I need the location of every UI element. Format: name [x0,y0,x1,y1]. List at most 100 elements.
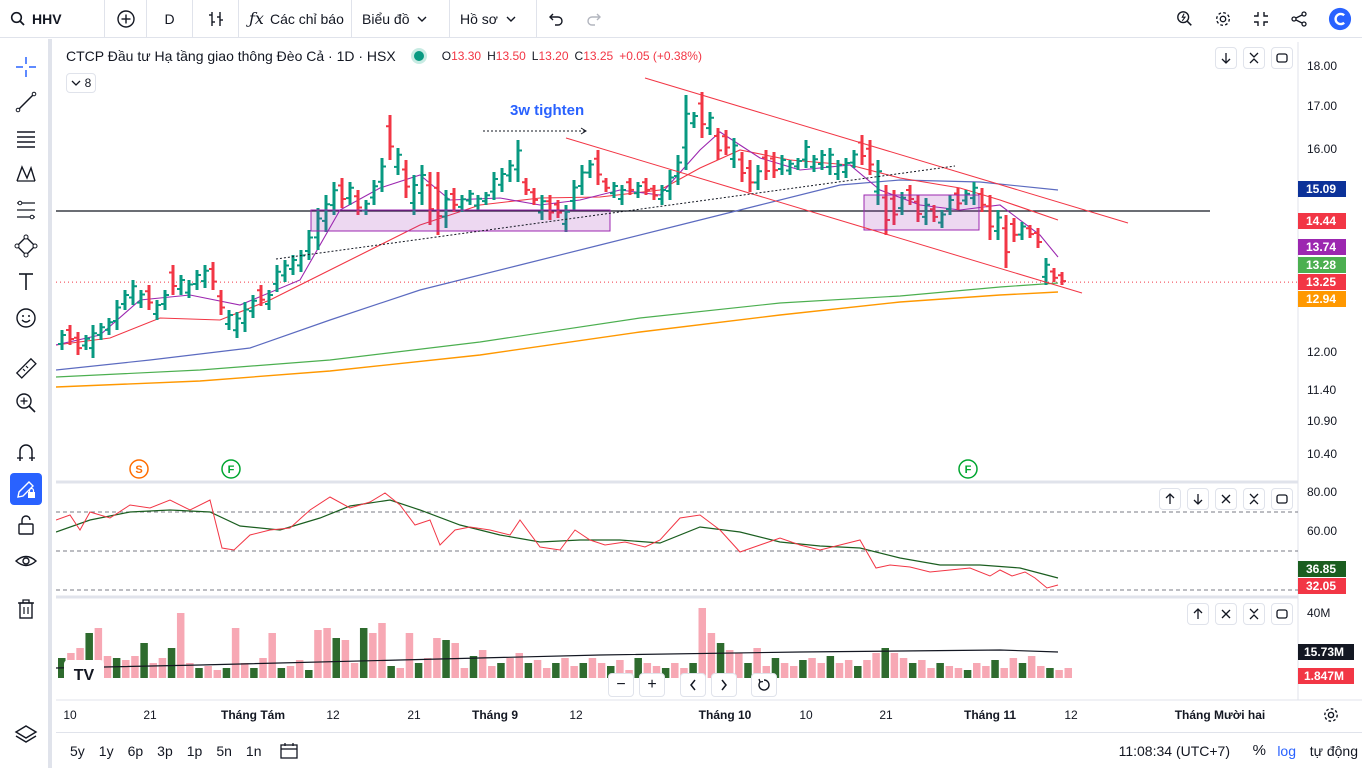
rsi-pane-controls [1159,488,1299,510]
profile-menu-button[interactable]: Hồ sơ [450,0,537,38]
arrow-down-icon [1221,53,1231,64]
axis-settings-button[interactable] [1322,706,1340,729]
shapes-tool[interactable] [10,230,42,262]
timeframe-1m[interactable]: 1p [186,742,203,759]
hide-drawings-tool[interactable] [10,545,42,577]
timeframe-5y[interactable]: 5y [70,742,85,759]
volume-restore-button[interactable] [1271,603,1293,625]
time-axis-label: 21 [879,708,893,722]
timeframe-6m[interactable]: 6p [127,742,144,759]
pane-restore-button[interactable] [1271,47,1293,69]
volume-bar [506,658,514,678]
remove-drawings-tool[interactable] [10,593,42,625]
redo-button[interactable] [575,0,613,38]
volume-bars [58,608,1072,678]
log-scale-toggle[interactable]: log [1277,742,1296,759]
volume-bar [854,666,862,678]
interval-button[interactable]: D [147,0,193,38]
consolidation-box-drawing [310,209,611,232]
price-badge [1298,257,1346,273]
volume-bar [469,656,478,678]
rsi-restore-button[interactable] [1271,488,1293,510]
zoom-out-button[interactable]: − [608,673,634,697]
text-tool[interactable] [10,266,42,298]
crosshair-tool[interactable] [10,51,42,83]
rsi-maximize-button[interactable] [1243,488,1265,510]
indicators-button[interactable]: ƒx Các chỉ báo [239,0,352,38]
volume-bar [332,638,340,678]
pencil-lock-icon [17,481,35,498]
plus-circle-icon [116,9,135,28]
chart-type-button[interactable] [193,0,239,38]
volume-bar [890,653,899,678]
volume-bar [698,608,706,678]
quick-search-button[interactable] [1166,0,1204,38]
rsi-move-up-button[interactable] [1159,488,1181,510]
undo-button[interactable] [537,0,575,38]
emoji-tool[interactable] [10,302,42,334]
volume-bar [451,643,459,678]
object-tree-button[interactable] [10,719,42,751]
clock-timezone[interactable]: 11:08:34 (UTC+7) [1118,742,1230,759]
percent-scale-toggle[interactable]: % [1252,742,1266,759]
pane-maximize-button[interactable] [1243,47,1265,69]
trend-line-tool[interactable] [10,86,42,118]
legend-collapse-button[interactable]: 8 [66,73,96,93]
zoom-in-tool[interactable] [10,387,42,419]
measure-tool[interactable] [10,352,42,384]
ma-100-line [56,282,1059,378]
time-axis-label: 12 [1064,708,1078,722]
lock-drawings-tool[interactable] [10,509,42,541]
volume-bar [762,666,771,678]
volume-close-button[interactable] [1215,603,1237,625]
volume-bar [286,666,295,678]
magnet-tool[interactable] [10,437,42,469]
auto-scale-toggle[interactable]: tự động [1309,742,1358,759]
volume-bar [277,668,286,678]
series-title: CTCP Đầu tư Hạ tầng giao thông Đèo Cả · … [66,48,396,64]
rsi-close-button[interactable] [1215,488,1237,510]
volume-badge-label: 1.847M [1304,669,1344,683]
chart-canvas[interactable]: 3w tighten S F F 18.00 17.00 16.00 12.00 11.40 10… [56,42,1362,732]
volume-maximize-button[interactable] [1243,603,1265,625]
magnet-icon [17,444,35,461]
pane-move-down-button[interactable] [1215,47,1237,69]
timeframe-1d[interactable]: 1n [245,742,262,759]
zoom-in-button[interactable]: + [639,673,665,697]
fib-tool[interactable] [10,122,42,154]
timeframe-1y[interactable]: 1y [98,742,114,759]
scroll-right-button[interactable] [711,673,737,697]
reset-chart-button[interactable] [751,673,777,697]
financial-marker [221,459,241,479]
rsi-move-down-button[interactable] [1187,488,1209,510]
series-legend: CTCP Đầu tư Hạ tầng giao thông Đèo Cả · … [66,48,702,64]
stay-in-drawing-mode-tool[interactable] [10,473,42,505]
fullscreen-button[interactable] [1242,0,1280,38]
timeframe-3m[interactable]: 3p [157,742,173,759]
trend-line-icon [15,91,37,113]
price-badge-label: 13.25 [1306,275,1336,289]
volume-bar [359,628,368,678]
volume-bar [433,638,441,678]
rsi-badge [1298,578,1346,594]
compare-symbol-button[interactable] [105,0,147,38]
volume-bar [835,663,844,678]
volume-bar [515,653,523,678]
change-value: +0.05 (+0.38%) [619,49,702,63]
volume-move-up-button[interactable] [1187,603,1209,625]
volume-bar [195,668,203,678]
symbol-search-button[interactable]: HHV [0,0,105,38]
projection-tool[interactable] [10,194,42,226]
brand-logo[interactable] [1318,0,1362,38]
settings-button[interactable] [1204,0,1242,38]
volume-bar [661,668,670,678]
scroll-left-button[interactable] [680,673,706,697]
timeframe-5d[interactable]: 5n [216,742,232,759]
goto-date-button[interactable] [279,742,299,760]
pattern-tool[interactable] [10,158,42,190]
share-button[interactable] [1280,0,1318,38]
time-axis-label: Tháng 9 [472,708,518,722]
volume-bar [872,653,880,678]
volume-bar [982,666,990,678]
layout-menu-button[interactable]: Biểu đồ [352,0,450,38]
